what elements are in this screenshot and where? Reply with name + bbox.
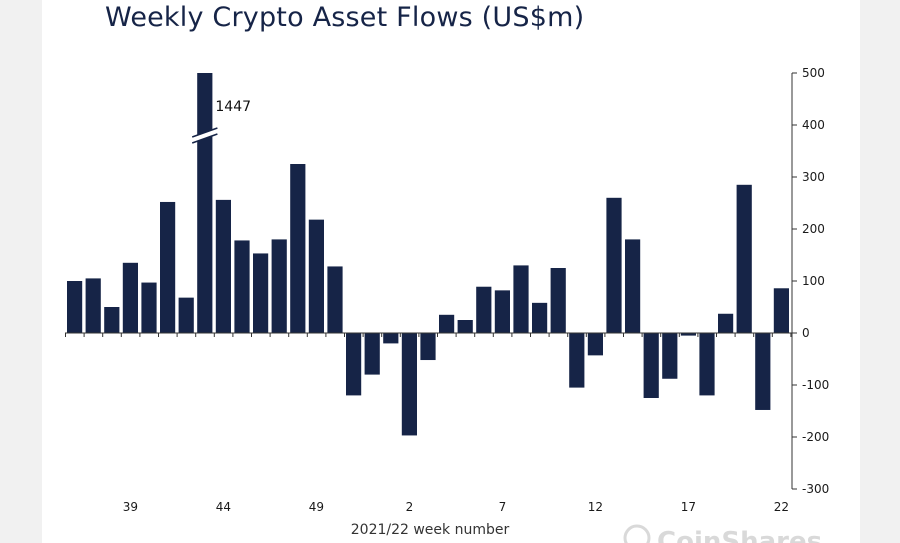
bar: [476, 286, 492, 333]
x-tick-label: 49: [309, 500, 324, 514]
bar: [85, 278, 101, 333]
y-tick-label: 200: [802, 222, 825, 236]
bar: [643, 333, 659, 398]
bar: [383, 333, 399, 344]
right-margin: [860, 0, 900, 543]
x-tick-label: 44: [216, 500, 231, 514]
y-tick-label: 100: [802, 274, 825, 288]
y-tick-label: 400: [802, 118, 825, 132]
x-tick-label: 39: [123, 500, 138, 514]
x-tick-label: 7: [499, 500, 507, 514]
bar: [290, 164, 306, 333]
x-axis-label: 2021/22 week number: [351, 522, 510, 538]
axis-break-gap: [194, 128, 216, 143]
y-tick-label: -100: [802, 378, 829, 392]
bar-value-annotation: 1447: [215, 99, 251, 115]
bar: [736, 184, 752, 333]
bar: [215, 199, 231, 333]
bar: [662, 333, 678, 379]
bar: [271, 239, 287, 333]
bar: [346, 333, 362, 396]
y-tick-label: 500: [802, 66, 825, 80]
bar: [197, 73, 213, 333]
x-tick-label: 17: [681, 500, 696, 514]
x-tick-label: 12: [588, 500, 603, 514]
bar: [234, 240, 250, 333]
bar: [606, 197, 622, 333]
bar: [550, 268, 566, 333]
bar: [122, 262, 138, 333]
chart-panel: [42, 0, 860, 543]
bar: [457, 320, 473, 333]
bar: [625, 239, 641, 333]
watermark-text: CoinShares: [657, 527, 822, 543]
bar: [494, 290, 510, 333]
bar: [67, 281, 83, 333]
bar: [587, 333, 603, 356]
bar: [308, 219, 324, 333]
bar: [718, 313, 734, 333]
bar: [141, 282, 157, 333]
chart-title: Weekly Crypto Asset Flows (US$m): [105, 2, 585, 33]
bar: [755, 333, 771, 410]
bar: [513, 265, 529, 333]
bar: [680, 333, 696, 336]
bar: [401, 333, 417, 436]
bar: [253, 253, 269, 333]
left-margin: [0, 0, 42, 543]
x-tick-label: 22: [774, 500, 789, 514]
bar: [160, 201, 176, 333]
y-tick-label: 300: [802, 170, 825, 184]
bar: [569, 333, 585, 388]
bar: [439, 314, 455, 333]
bar: [699, 333, 715, 396]
bar: [364, 333, 380, 375]
axis-break-mark: [191, 127, 218, 138]
y-tick-label: -200: [802, 430, 829, 444]
axis-break-mark: [191, 133, 218, 144]
bar: [420, 333, 436, 361]
bar: [327, 266, 343, 333]
x-tick-label: 2: [406, 500, 414, 514]
bar: [532, 302, 548, 333]
y-tick-label: 0: [802, 326, 810, 340]
bar: [104, 307, 120, 333]
y-tick-label: -300: [802, 482, 829, 496]
bar: [773, 288, 789, 333]
coinshares-watermark: CoinShares: [623, 524, 822, 543]
bar: [178, 297, 194, 333]
